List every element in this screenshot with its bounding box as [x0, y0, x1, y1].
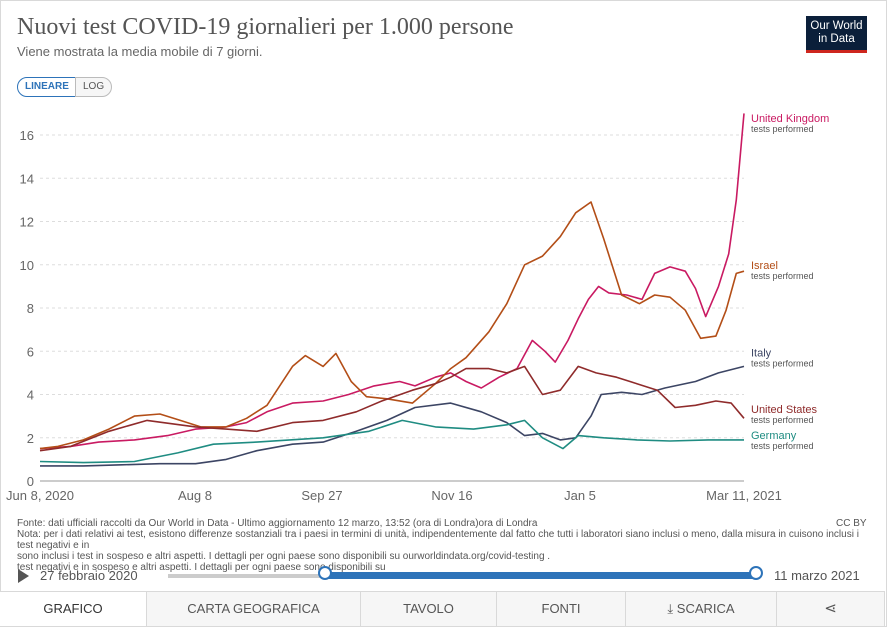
- tab-share[interactable]: ⋖: [777, 592, 885, 626]
- timeline-start-label: 27 febbraio 2020: [40, 568, 138, 583]
- series-line-united-states: [39, 365, 745, 452]
- tab-tavolo[interactable]: TAVOLO: [361, 592, 497, 626]
- logo-line-1: Our World: [810, 20, 863, 32]
- timeline-selected-range[interactable]: [325, 572, 756, 579]
- y-tick-label: 0: [27, 474, 34, 489]
- legend-sublabel-united-states: tests performed: [751, 415, 814, 425]
- y-tick-label: 12: [20, 215, 34, 230]
- x-tick-label: Nov 16: [431, 488, 472, 503]
- series-line-united-kingdom: [39, 113, 745, 450]
- timeline-end-label: 11 marzo 2021: [774, 568, 860, 583]
- line-chart: 0 2 4 6 8 10 12 14 16 Jun 8, 2020 Aug 8 Sep 27 Nov 1…: [6, 113, 829, 503]
- legend-label-italy: Italy: [751, 348, 772, 360]
- timeline-end-handle[interactable]: [749, 566, 763, 580]
- x-tick-label: Mar 11, 2021: [706, 488, 782, 503]
- timeline-track[interactable]: [168, 574, 325, 578]
- tab-label: TAVOLO: [403, 601, 454, 616]
- x-tick-label: Sep 27: [301, 488, 342, 503]
- note-line: Nota: per i dati relativi ai test, esist…: [17, 529, 859, 551]
- x-tick-label: Jan 5: [564, 488, 596, 503]
- tab-carta-geografica[interactable]: CARTA GEOGRAFICA: [147, 592, 361, 626]
- legend-label-united-states: United States: [751, 404, 818, 416]
- share-icon: ⋖: [824, 600, 837, 617]
- play-icon[interactable]: [18, 569, 29, 583]
- tab-fonti[interactable]: FONTI: [497, 592, 626, 626]
- license-label[interactable]: CC BY: [836, 518, 867, 529]
- legend-label-germany: Germany: [751, 430, 797, 442]
- log-scale-button[interactable]: LOG: [75, 77, 113, 97]
- legend-label-israel: Israel: [751, 260, 778, 272]
- source-line: Fonte: dati ufficiali raccolti da Our Wo…: [17, 518, 538, 529]
- download-icon: ⤓: [667, 601, 677, 616]
- legend-label-united-kingdom: United Kingdom: [751, 113, 829, 125]
- timeline-start-handle[interactable]: [318, 566, 332, 580]
- tab-label: FONTI: [541, 601, 581, 616]
- legend-sublabel-israel: tests performed: [751, 271, 814, 281]
- chart-title: Nuovi test COVID-19 giornalieri per 1.00…: [17, 14, 514, 40]
- tab-bar: GRAFICO CARTA GEOGRAFICA TAVOLO FONTI ⤓ SCAR…: [0, 591, 885, 626]
- note-line-2: sono inclusi i test in sospeso e altri a…: [17, 551, 551, 562]
- series-line-israel: [39, 201, 745, 450]
- timeline: 27 febbraio 2020 11 marzo 2021: [0, 560, 887, 590]
- series-line-italy: [40, 365, 745, 467]
- y-tick-label: 10: [20, 258, 34, 273]
- tab-label: GRAFICO: [43, 601, 103, 616]
- y-tick-label: 8: [27, 301, 34, 316]
- tab-label: CARTA GEOGRAFICA: [187, 601, 320, 616]
- chart-subtitle: Viene mostrata la media mobile di 7 gior…: [17, 44, 263, 59]
- tab-scarica[interactable]: ⤓ SCARICA: [626, 592, 777, 626]
- y-tick-label: 16: [20, 128, 34, 143]
- tab-grafico[interactable]: GRAFICO: [0, 592, 147, 626]
- y-tick-label: 6: [27, 344, 34, 359]
- source-note: Fonte: dati ufficiali raccolti da Our Wo…: [17, 518, 867, 578]
- tab-label: SCARICA: [676, 601, 735, 616]
- owid-logo[interactable]: Our World in Data: [806, 16, 867, 53]
- note-line-3: test negativi e in sospeso e altri aspet…: [17, 562, 386, 573]
- legend-sublabel-italy: tests performed: [751, 359, 814, 369]
- x-tick-label: Jun 8, 2020: [6, 488, 74, 503]
- y-tick-label: 4: [27, 388, 34, 403]
- legend-sublabel-united-kingdom: tests performed: [751, 124, 814, 134]
- x-tick-label: Aug 8: [178, 488, 212, 503]
- legend-sublabel-germany: tests performed: [751, 441, 814, 451]
- series-line-germany: [39, 419, 744, 464]
- y-tick-label: 2: [27, 431, 34, 446]
- y-tick-label: 14: [20, 171, 34, 186]
- logo-line-2: in Data: [818, 33, 855, 45]
